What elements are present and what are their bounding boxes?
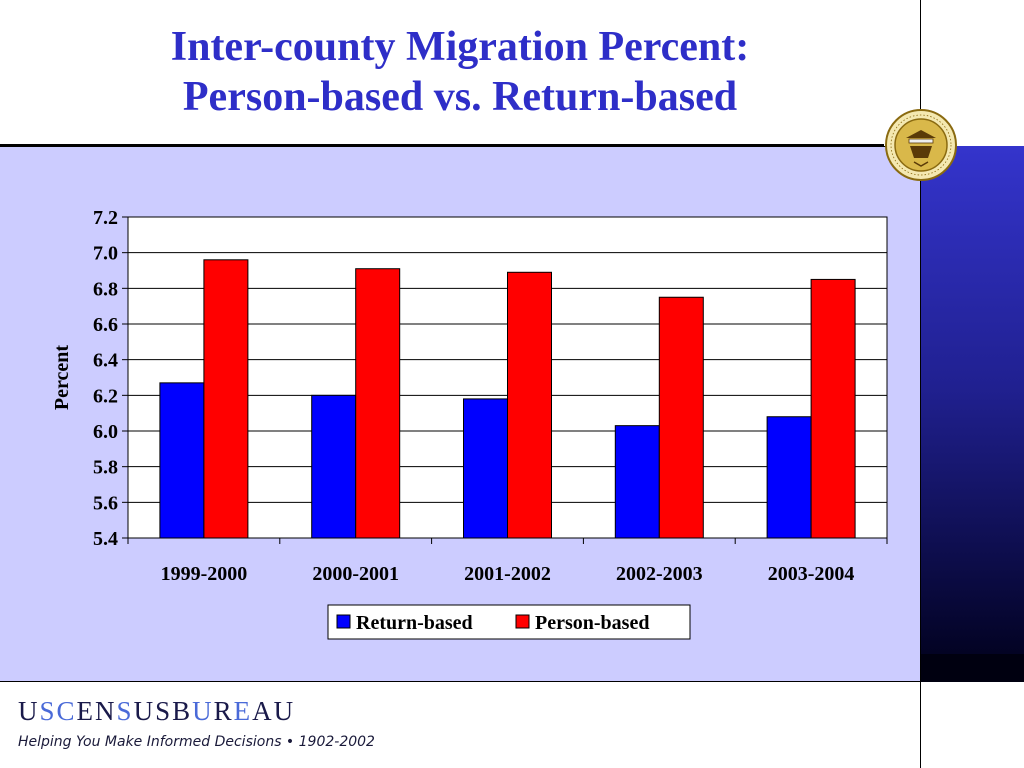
logo-letter: S	[116, 696, 134, 726]
bar-person-based	[203, 259, 249, 539]
side-gradient-bar	[921, 146, 1024, 682]
title-divider	[0, 144, 884, 146]
bar-person-based	[507, 271, 552, 539]
x-tick-label: 2000-2001	[312, 563, 399, 585]
bar-return-based	[159, 382, 205, 539]
census-bureau-logo: USCENSUSBUREAU	[18, 696, 295, 727]
legend-swatch-return-based	[336, 614, 351, 629]
chart-panel: 5.4 5.6 5.8 6.0 6.2 6.4 6.6 6.8 7.0 7.2 1999-2000 2…	[0, 146, 920, 682]
bar-person-based	[355, 268, 401, 539]
y-tick-label: 6.6	[93, 314, 118, 336]
bar-person-based	[658, 296, 704, 539]
logo-letter: E	[233, 696, 253, 726]
logo-letter: R	[213, 696, 234, 726]
bar-return-based	[614, 425, 660, 539]
x-tick-label: 2003-2004	[768, 563, 855, 585]
bar-return-based	[463, 398, 508, 539]
legend-label-return-based: Return-based	[356, 612, 473, 634]
footer-tagline: Helping You Make Informed Decisions • 19…	[18, 734, 375, 750]
y-axis-label: Percent	[51, 345, 73, 410]
y-tick-label: 5.6	[93, 492, 118, 514]
bar-chart: 5.4 5.6 5.8 6.0 6.2 6.4 6.6 6.8 7.0 7.2 1999-2000 2…	[51, 207, 888, 640]
right-divider	[920, 0, 921, 768]
logo-letter: U	[273, 696, 296, 726]
logo-letter: U	[18, 696, 40, 726]
y-tick-label: 6.2	[93, 385, 118, 407]
logo-letter: A	[252, 696, 274, 726]
x-tick-label: 2001-2002	[464, 563, 551, 585]
logo-letter: N	[95, 696, 117, 726]
y-tick-label: 6.0	[93, 421, 118, 443]
y-tick-label: 7.0	[93, 243, 118, 265]
logo-letter: E	[76, 696, 96, 726]
department-of-commerce-seal-icon	[885, 109, 957, 181]
slide-title-line-1: Inter-county Migration Percent:	[170, 24, 750, 70]
y-tick-label: 6.8	[93, 278, 118, 300]
legend	[327, 604, 691, 640]
legend-label-person-based: Person-based	[535, 612, 649, 634]
x-tick-label: 1999-2000	[161, 563, 248, 585]
logo-letter: S	[39, 696, 57, 726]
x-tick-label: 2002-2003	[616, 563, 703, 585]
side-bar-strip	[921, 654, 1024, 682]
logo-letter: S	[155, 696, 173, 726]
logo-letter: U	[192, 696, 214, 726]
logo-letter: B	[172, 696, 193, 726]
bar-person-based	[810, 278, 856, 539]
logo-letter: U	[133, 696, 156, 726]
plot-border	[127, 216, 888, 539]
legend-swatch-person-based	[515, 614, 530, 629]
y-tick-label: 6.4	[93, 350, 118, 372]
y-tick-label: 7.2	[93, 207, 118, 229]
slide-title-line-2: Person-based vs. Return-based	[182, 74, 738, 120]
y-tick-label: 5.8	[93, 457, 118, 479]
y-tick-label: 5.4	[93, 528, 118, 550]
logo-letter: C	[56, 696, 77, 726]
slide-title: Inter-county Migration Percent: Person-b…	[0, 22, 920, 122]
bar-return-based	[311, 394, 357, 539]
bar-return-based	[766, 416, 812, 539]
